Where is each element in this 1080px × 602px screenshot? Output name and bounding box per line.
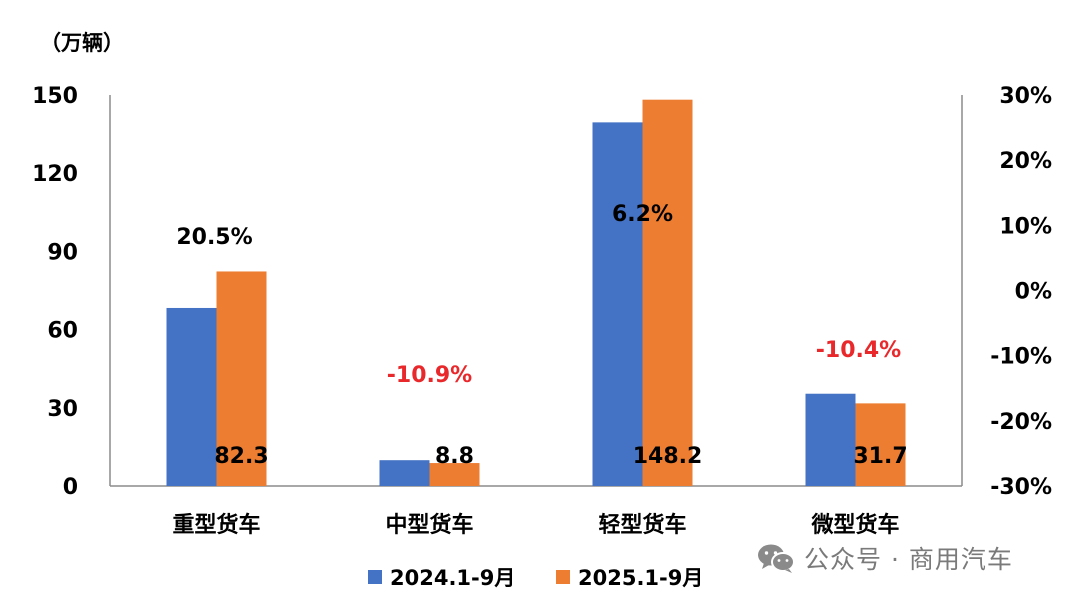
value-label: 82.3 [214, 444, 268, 469]
right-tick-label: 0% [1015, 280, 1052, 305]
left-tick-label: 150 [32, 84, 78, 109]
growth-label: 20.5% [176, 225, 252, 250]
bar [642, 99, 693, 486]
growth-label: -10.4% [816, 338, 901, 363]
category-label: 中型货车 [385, 512, 473, 538]
category-label: 轻型货车 [598, 512, 686, 538]
category-label: 微型货车 [810, 512, 899, 538]
bar [216, 271, 267, 486]
bar [429, 463, 480, 486]
left-tick-label: 0 [63, 475, 78, 500]
bar [855, 403, 906, 486]
legend-label: 2025.1-9月 [578, 566, 703, 590]
right-tick-label: -10% [990, 345, 1052, 370]
bar [166, 307, 217, 486]
left-tick-label: 30 [47, 397, 78, 422]
unit-label: （万辆） [40, 31, 124, 55]
legend-label: 2024.1-9月 [390, 566, 515, 590]
bar [379, 460, 430, 486]
watermark: 公众号 · 商用汽车 [756, 540, 1013, 576]
bar [592, 122, 643, 487]
right-tick-label: 30% [999, 84, 1052, 109]
left-tick-label: 60 [47, 319, 78, 344]
watermark-text: 公众号 · 商用汽车 [804, 545, 1013, 574]
legend-swatch [556, 570, 570, 584]
legend-swatch [368, 570, 382, 584]
wechat-icon [758, 544, 795, 573]
right-tick-label: 10% [999, 214, 1052, 239]
value-label: 31.7 [853, 444, 907, 469]
left-tick-label: 120 [32, 162, 78, 187]
bar [805, 393, 856, 486]
value-label: 8.8 [435, 444, 474, 469]
category-label: 重型货车 [172, 512, 260, 538]
value-label: 148.2 [633, 444, 703, 469]
right-tick-label: -20% [990, 410, 1052, 435]
left-tick-label: 90 [47, 240, 78, 265]
growth-label: 6.2% [612, 202, 673, 227]
right-tick-label: 20% [999, 149, 1052, 174]
growth-label: -10.9% [387, 363, 472, 388]
right-tick-label: -30% [990, 475, 1052, 500]
